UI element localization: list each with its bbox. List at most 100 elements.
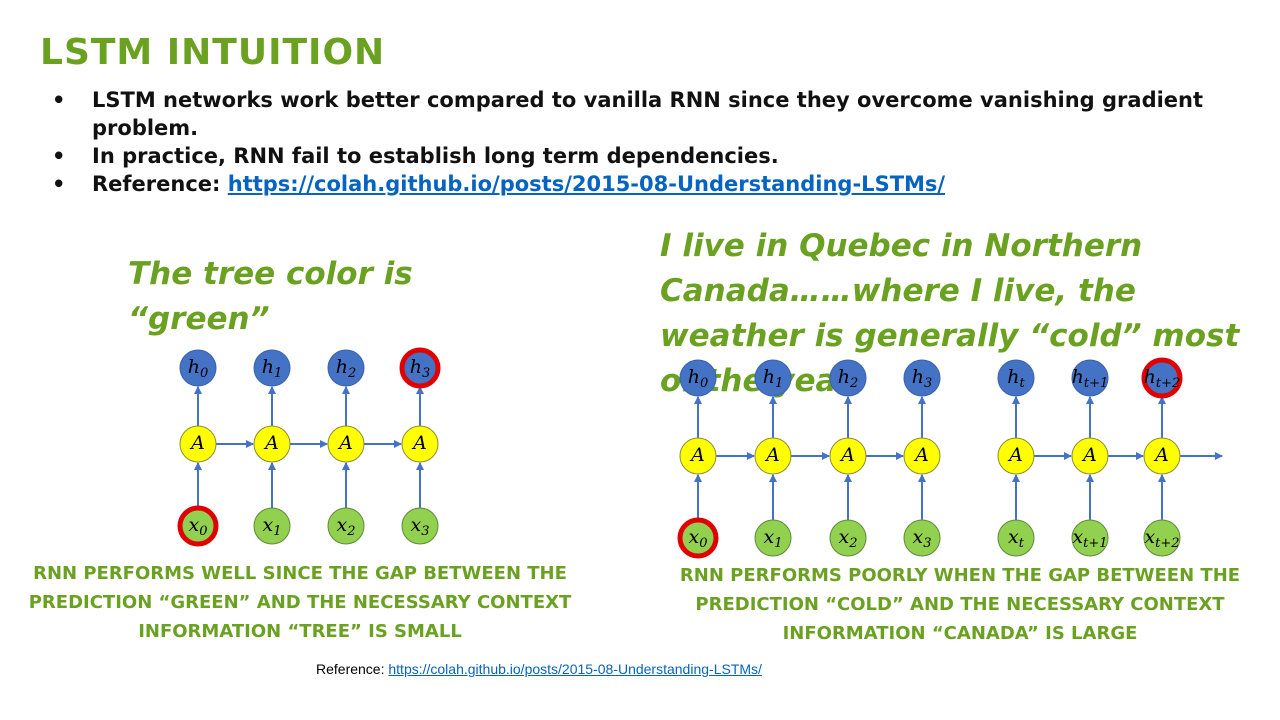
footer-reference-link[interactable]: https://colah.github.io/posts/2015-08-Un… xyxy=(388,661,762,677)
bullet-dot: • xyxy=(52,172,66,196)
rnn-cell-node xyxy=(327,425,365,463)
rnn-cell-label: A xyxy=(689,444,705,466)
input-node xyxy=(253,507,291,545)
input-label-subscript: 3 xyxy=(421,524,429,539)
input-node xyxy=(997,519,1035,557)
rnn-cell-label: A xyxy=(411,432,427,454)
input-label-subscript: 0 xyxy=(699,536,707,551)
right-example-caption: RNN PERFORMS POORLY WHEN THE GAP BETWEEN… xyxy=(679,565,1241,644)
input-label: x2 xyxy=(337,514,356,539)
rnn-cell-node xyxy=(401,425,439,463)
footer-reference-prefix: Reference: xyxy=(316,661,389,677)
input-label-base: x xyxy=(689,526,700,548)
hidden-state-node xyxy=(829,359,867,397)
hidden-state-label-subscript: 0 xyxy=(200,366,208,381)
hidden-state-label-base: h xyxy=(336,356,348,378)
rnn-cell-label: A xyxy=(189,432,205,454)
input-label: x1 xyxy=(764,526,783,551)
input-node xyxy=(903,519,941,557)
left-example-caption: RNN PERFORMS WELL SINCE THE GAP BETWEEN … xyxy=(28,563,572,642)
input-label-base: x xyxy=(263,514,274,536)
hidden-state-label-base: h xyxy=(188,356,200,378)
hidden-state-node-highlighted xyxy=(1141,357,1183,399)
rnn-cell-label-base: A xyxy=(764,444,780,466)
hidden-state-label: h2 xyxy=(336,356,357,381)
rnn-cell-label-base: A xyxy=(913,444,929,466)
hidden-state-label: ht+2 xyxy=(1144,366,1181,391)
input-label: x3 xyxy=(411,514,430,539)
input-node xyxy=(829,519,867,557)
rnn-cell-node xyxy=(754,437,792,475)
rnn-cell-label: A xyxy=(1153,444,1169,466)
hidden-state-label: h3 xyxy=(410,356,431,381)
input-label-subscript: 1 xyxy=(774,536,782,551)
input-node xyxy=(327,507,365,545)
bullet-reference-prefix: Reference: xyxy=(92,172,228,196)
bullet-text: LSTM networks work better compared to va… xyxy=(92,88,1204,140)
footer-reference: Reference: https://colah.github.io/posts… xyxy=(316,661,762,677)
input-node-highlighted xyxy=(177,505,219,547)
hidden-state-label-subscript: t+2 xyxy=(1156,376,1180,391)
hidden-state-node xyxy=(1071,359,1109,397)
input-label: xt xyxy=(1008,526,1025,551)
hidden-state-label-base: h xyxy=(1007,366,1019,388)
bullet-list: • LSTM networks work better compared to v… xyxy=(52,86,1252,198)
hidden-state-label: h0 xyxy=(688,366,709,391)
input-label: x3 xyxy=(913,526,932,551)
hidden-state-label-base: h xyxy=(763,366,775,388)
rnn-cell-label-base: A xyxy=(689,444,705,466)
input-label-subscript: 2 xyxy=(848,536,857,551)
hidden-state-label-subscript: 0 xyxy=(700,376,708,391)
input-label-base: x xyxy=(764,526,775,548)
input-label-subscript: t+2 xyxy=(1155,536,1179,551)
input-label: x0 xyxy=(189,514,208,539)
hidden-state-label-base: h xyxy=(410,356,422,378)
hidden-state-label-base: h xyxy=(912,366,924,388)
input-label-base: x xyxy=(1144,526,1155,548)
rnn-cell-label-base: A xyxy=(411,432,427,454)
rnn-cell-label: A xyxy=(263,432,279,454)
hidden-state-label-subscript: 3 xyxy=(924,376,932,391)
hidden-state-node xyxy=(679,359,717,397)
hidden-state-node xyxy=(754,359,792,397)
input-label-subscript: t+1 xyxy=(1083,536,1107,551)
hidden-state-label: ht xyxy=(1007,366,1025,391)
input-node xyxy=(401,507,439,545)
rnn-cell-label-base: A xyxy=(263,432,279,454)
bullet-item: • In practice, RNN fail to establish long… xyxy=(52,142,1252,170)
rnn-cell-label-base: A xyxy=(1007,444,1023,466)
slide-title: LSTM INTUITION xyxy=(40,32,386,73)
hidden-state-label: h1 xyxy=(763,366,784,391)
input-label-subscript: 1 xyxy=(273,524,281,539)
rnn-cell-label-base: A xyxy=(839,444,855,466)
hidden-state-label: h0 xyxy=(188,356,209,381)
hidden-state-label-subscript: 1 xyxy=(775,376,783,391)
input-label-base: x xyxy=(839,526,850,548)
input-label: xt+1 xyxy=(1072,526,1107,551)
input-label-subscript: 2 xyxy=(346,524,355,539)
left-example-quote: The tree color is “green” xyxy=(128,256,413,337)
input-label-base: x xyxy=(913,526,924,548)
rnn-cell-node xyxy=(997,437,1035,475)
hidden-state-label-subscript: t+1 xyxy=(1084,376,1108,391)
hidden-state-node xyxy=(903,359,941,397)
input-label-base: x xyxy=(1072,526,1083,548)
rnn-cell-label: A xyxy=(839,444,855,466)
input-node xyxy=(1143,519,1181,557)
bullet-item: • Reference: https://colah.github.io/post… xyxy=(52,170,1252,198)
right-rnn-diagram: h0Ax0h1Ax1h2Ax2h3Ax3htAxtht+1Axt+1ht+2Ax… xyxy=(677,357,1223,559)
bullet-text: In practice, RNN fail to establish long … xyxy=(92,144,779,168)
hidden-state-label: ht+1 xyxy=(1072,366,1109,391)
reference-link[interactable]: https://colah.github.io/posts/2015-08-Un… xyxy=(227,172,946,196)
rnn-cell-label: A xyxy=(913,444,929,466)
bullet-item: • LSTM networks work better compared to v… xyxy=(52,86,1252,142)
hidden-state-node xyxy=(253,349,291,387)
rnn-cell-label: A xyxy=(337,432,353,454)
rnn-cell-node xyxy=(829,437,867,475)
input-node-highlighted xyxy=(677,517,719,559)
input-label-base: x xyxy=(1008,526,1019,548)
hidden-state-label-subscript: 3 xyxy=(422,366,430,381)
hidden-state-label-subscript: 2 xyxy=(849,376,858,391)
rnn-cell-node xyxy=(903,437,941,475)
